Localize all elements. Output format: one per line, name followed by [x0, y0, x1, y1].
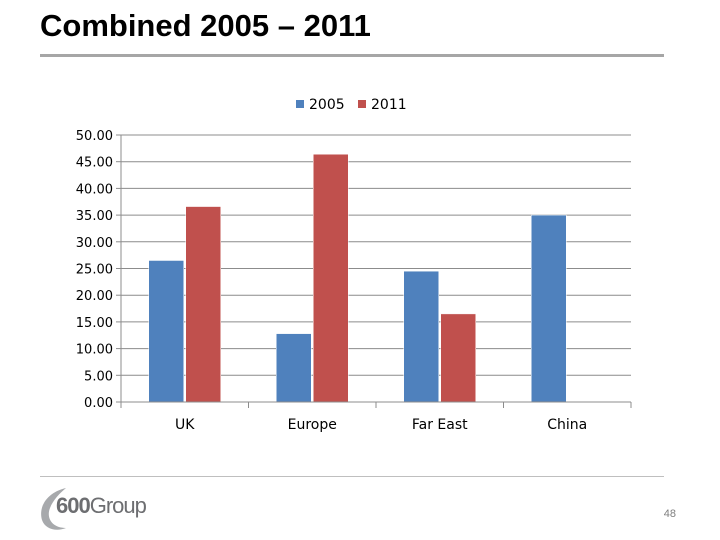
footer-divider	[40, 476, 664, 477]
y-tick-label: 15.00	[76, 316, 113, 331]
legend-label: 2011	[371, 97, 407, 113]
logo-text-light: Group	[89, 493, 147, 518]
y-axis: 0.00 5.00 10.00 15.00 20.00 25.00 30.00 35.00 40…	[76, 129, 122, 411]
title-divider	[40, 54, 664, 57]
x-tick-label: Far East	[412, 417, 468, 433]
bar-2011-uk	[185, 206, 221, 403]
chart-bars	[148, 153, 567, 403]
company-logo: 600Group	[56, 493, 147, 519]
chart-legend: 2005 2011	[296, 97, 407, 113]
bar-2005-far-east	[403, 270, 439, 403]
legend-swatch	[296, 100, 304, 108]
slide-title: Combined 2005 – 2011	[40, 8, 371, 43]
x-tick-label: China	[547, 417, 587, 433]
legend-swatch	[358, 100, 366, 108]
bar-chart: 2005 2011 0.00 5.00 10.00 15.00 20.00 25.00 30.…	[76, 97, 632, 433]
y-tick-label: 10.00	[76, 343, 113, 358]
y-tick-label: 5.00	[84, 369, 113, 384]
bar-2005-europe	[276, 333, 312, 403]
y-tick-label: 40.00	[76, 182, 113, 197]
bar-2005-china	[531, 214, 567, 403]
y-tick-label: 45.00	[76, 156, 113, 171]
x-tick-label: Europe	[288, 417, 337, 433]
y-tick-label: 35.00	[76, 209, 113, 224]
x-tick-label: UK	[175, 417, 195, 433]
y-tick-label: 30.00	[76, 236, 113, 251]
y-tick-label: 50.00	[76, 129, 113, 144]
legend-label: 2005	[309, 97, 345, 113]
x-axis: UK Europe Far East China	[120, 401, 632, 433]
y-tick-label: 20.00	[76, 289, 113, 304]
company-logo-swoosh-icon	[41, 488, 66, 530]
y-tick-label: 0.00	[84, 396, 113, 411]
bar-2005-uk	[148, 260, 184, 403]
logo-text-bold: 600	[56, 493, 91, 518]
y-tick-label: 25.00	[76, 263, 113, 278]
page-number: 48	[663, 508, 676, 520]
bar-2011-europe	[313, 153, 349, 403]
bar-2011-far-east	[440, 313, 476, 403]
